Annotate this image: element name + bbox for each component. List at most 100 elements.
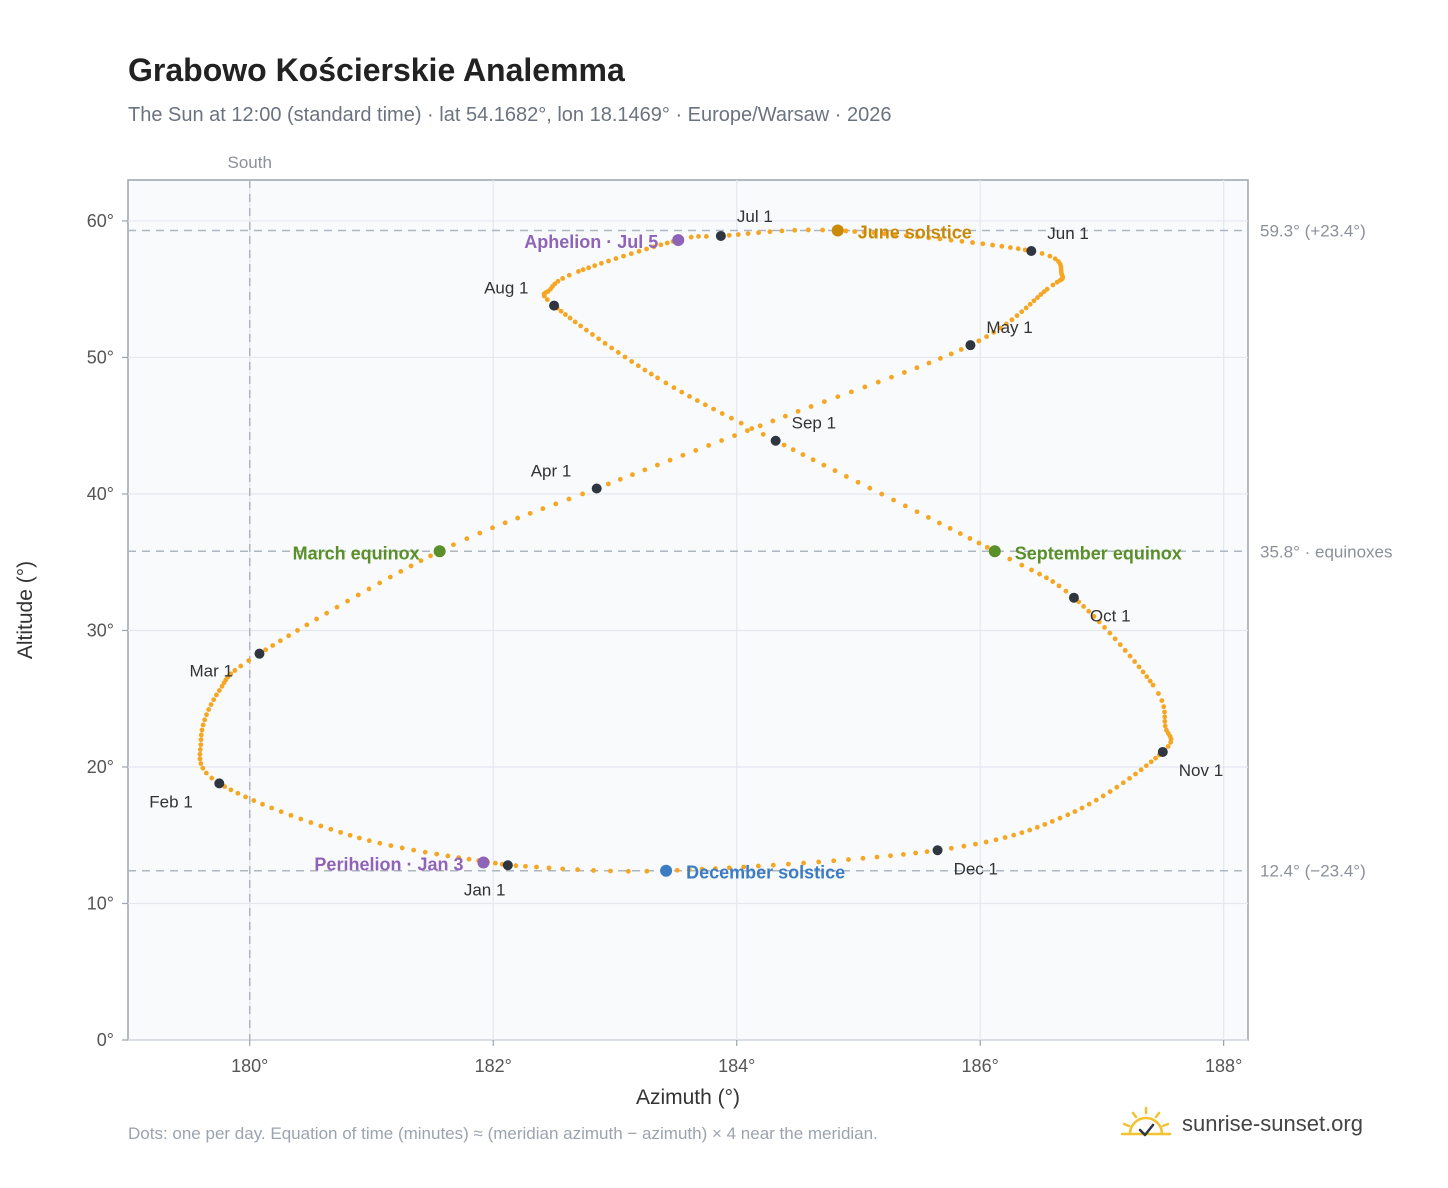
event-marker [988,545,1001,558]
month-label: Aug 1 [484,279,528,298]
day-dot [1114,784,1120,790]
day-dot [198,742,204,748]
day-dot [888,853,893,859]
day-dot [958,347,964,352]
day-dot [993,837,999,843]
day-dot [295,628,300,633]
day-dot [726,232,732,238]
day-dot [445,853,451,859]
day-dot [1143,763,1149,769]
brand[interactable]: sunrise-sunset.org [1120,1102,1363,1146]
day-dot [1136,664,1142,670]
day-dot [821,399,827,405]
day-dot [540,506,546,512]
day-dot [606,258,611,264]
day-dot [270,643,276,648]
day-dot [781,442,787,448]
day-dot [534,864,539,870]
day-dot [805,227,811,233]
day-dot [1162,723,1168,729]
day-dot [1168,739,1174,745]
day-dot [741,864,747,870]
day-dot [560,866,566,872]
x-tick-label: 184° [718,1056,755,1076]
day-dot [913,850,919,856]
day-dot [199,727,205,733]
day-dot [711,406,716,412]
day-dot [198,737,204,743]
day-dot [216,688,222,693]
day-dot [694,398,700,404]
day-dot [874,854,880,860]
day-dot [1161,704,1167,710]
day-dot [835,394,841,400]
day-dot [286,633,292,639]
day-dot [976,338,982,344]
day-dot [663,380,669,386]
day-dot [238,663,244,669]
day-dot [418,558,424,564]
day-dot [786,861,791,867]
day-dot [200,765,206,771]
day-dot [621,253,626,259]
day-dot [642,467,648,473]
day-dot [644,246,649,252]
day-dot [466,856,472,862]
day-dot [980,241,986,247]
day-dot [832,468,838,474]
day-dot [366,586,372,592]
month-marker [549,300,560,311]
day-dot [628,251,634,257]
day-dot [674,867,680,873]
x-tick-label: 182° [475,1056,512,1076]
month-label: Nov 1 [1179,761,1223,780]
day-dot [820,227,826,233]
sun-logo-icon [1120,1106,1172,1137]
day-dot [243,794,248,800]
day-dot [278,809,284,815]
south-label: South [228,153,272,172]
day-dot [198,761,204,766]
day-dot [843,474,849,479]
y-tick-label: 50° [87,347,114,367]
day-dot [756,230,761,236]
day-dot [1038,292,1044,297]
day-dot [251,798,257,803]
day-dot [635,363,641,369]
day-dot [1107,789,1113,794]
day-dot [770,862,776,868]
day-dot [609,345,615,351]
day-dot [1056,583,1062,589]
month-label: Apr 1 [531,462,572,481]
day-dot [1019,309,1025,315]
day-dot [948,237,954,243]
day-dot [366,838,372,844]
day-dot [203,770,209,776]
day-dot [269,805,275,811]
event-marker [477,856,490,869]
day-dot [1093,797,1099,803]
day-dot [567,315,573,321]
day-dot [1162,714,1168,720]
day-dot [580,491,585,497]
day-dot [1147,678,1153,684]
day-dot [846,857,851,862]
day-dot [938,355,943,361]
day-dot [206,707,212,712]
day-dot [852,229,858,234]
day-dot [314,616,319,622]
day-dot [1117,642,1123,648]
day-dot [562,312,568,317]
day-dot [848,389,854,395]
day-dot [387,574,393,580]
day-dot [580,267,586,273]
day-dot [792,227,798,233]
day-dot [1138,767,1144,773]
day-dot [198,732,204,738]
day-dot [667,457,673,463]
day-dot [422,849,428,855]
day-dot [790,447,796,453]
day-dot [1133,771,1138,777]
day-dot [926,235,932,241]
